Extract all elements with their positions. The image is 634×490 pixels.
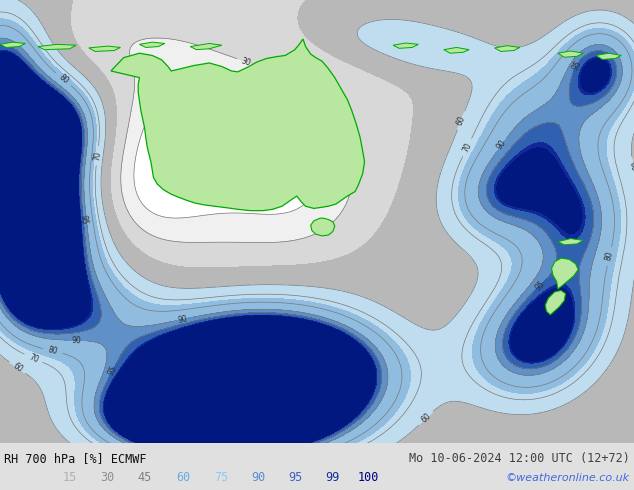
Text: 70: 70 [27, 352, 40, 365]
Text: 60: 60 [628, 161, 634, 172]
Polygon shape [393, 43, 418, 49]
Text: 15: 15 [63, 471, 77, 484]
Polygon shape [558, 51, 583, 57]
Text: 80: 80 [47, 345, 58, 357]
Polygon shape [545, 291, 566, 315]
Text: 30: 30 [100, 471, 114, 484]
Text: 95: 95 [106, 365, 119, 377]
Polygon shape [139, 42, 165, 48]
Polygon shape [558, 239, 583, 245]
Text: 45: 45 [138, 471, 152, 484]
Text: 95: 95 [533, 279, 547, 292]
Text: 30: 30 [240, 56, 252, 68]
Polygon shape [552, 258, 578, 289]
Polygon shape [0, 42, 25, 48]
Text: 95: 95 [571, 59, 583, 72]
Text: 90: 90 [71, 336, 81, 345]
Polygon shape [111, 39, 365, 211]
Text: 99: 99 [325, 471, 339, 484]
Text: 80: 80 [57, 73, 70, 86]
Polygon shape [190, 44, 222, 49]
Polygon shape [495, 46, 520, 51]
Text: RH 700 hPa [%] ECMWF: RH 700 hPa [%] ECMWF [4, 452, 146, 465]
Polygon shape [89, 46, 120, 51]
Text: 95: 95 [79, 215, 88, 225]
Text: ©weatheronline.co.uk: ©weatheronline.co.uk [506, 473, 630, 483]
Text: 90: 90 [177, 314, 188, 325]
Text: 60: 60 [176, 471, 190, 484]
Text: 80: 80 [604, 250, 615, 262]
Polygon shape [444, 48, 469, 53]
Polygon shape [38, 44, 76, 49]
Polygon shape [596, 53, 621, 59]
Text: 60: 60 [11, 361, 24, 374]
Text: 70: 70 [461, 141, 474, 154]
Text: 100: 100 [358, 471, 378, 484]
Text: Mo 10-06-2024 12:00 UTC (12+72): Mo 10-06-2024 12:00 UTC (12+72) [409, 452, 630, 465]
Text: 90: 90 [251, 471, 265, 484]
Polygon shape [311, 218, 335, 236]
Text: 15: 15 [256, 121, 269, 133]
Text: 90: 90 [495, 139, 508, 152]
Text: 60: 60 [455, 114, 467, 127]
Text: 60: 60 [419, 412, 432, 425]
Text: 95: 95 [288, 471, 302, 484]
Text: 75: 75 [214, 471, 228, 484]
Text: 70: 70 [93, 150, 103, 161]
